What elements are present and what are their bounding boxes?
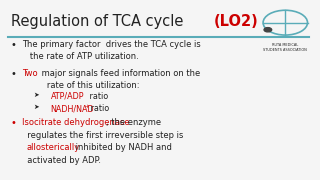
- Text: major signals feed information on the
   rate of this utilization:: major signals feed information on the ra…: [39, 69, 201, 89]
- Text: ATP/ADP: ATP/ADP: [51, 92, 84, 101]
- Text: ➤: ➤: [33, 104, 39, 110]
- Text: ratio: ratio: [87, 92, 108, 101]
- Text: •: •: [11, 118, 17, 128]
- Text: allosterically: allosterically: [27, 143, 80, 152]
- Text: RUTA MEDICAL
STUDENTS ASSOCIATION: RUTA MEDICAL STUDENTS ASSOCIATION: [263, 43, 307, 52]
- Text: ➤: ➤: [33, 92, 39, 98]
- Text: •: •: [11, 40, 17, 50]
- Text: regulates the first irreversible step is: regulates the first irreversible step is: [22, 131, 183, 140]
- Text: +: +: [85, 104, 89, 109]
- Text: Two: Two: [22, 69, 38, 78]
- Text: The primary factor  drives the TCA cycle is
   the rate of ATP utilization.: The primary factor drives the TCA cycle …: [22, 40, 201, 61]
- Text: •: •: [11, 69, 17, 79]
- Circle shape: [264, 28, 272, 32]
- Text: (LO2): (LO2): [214, 14, 259, 29]
- Text: NADH/NAD: NADH/NAD: [51, 104, 94, 113]
- Text: Regulation of TCA cycle: Regulation of TCA cycle: [11, 14, 183, 29]
- Text: inhibited by NADH and: inhibited by NADH and: [73, 143, 172, 152]
- Text: ratio: ratio: [88, 104, 109, 113]
- Text: , the enzyme: , the enzyme: [106, 118, 161, 127]
- Text: Isocitrate dehydrogenase: Isocitrate dehydrogenase: [22, 118, 130, 127]
- Text: activated by ADP.: activated by ADP.: [22, 156, 101, 165]
